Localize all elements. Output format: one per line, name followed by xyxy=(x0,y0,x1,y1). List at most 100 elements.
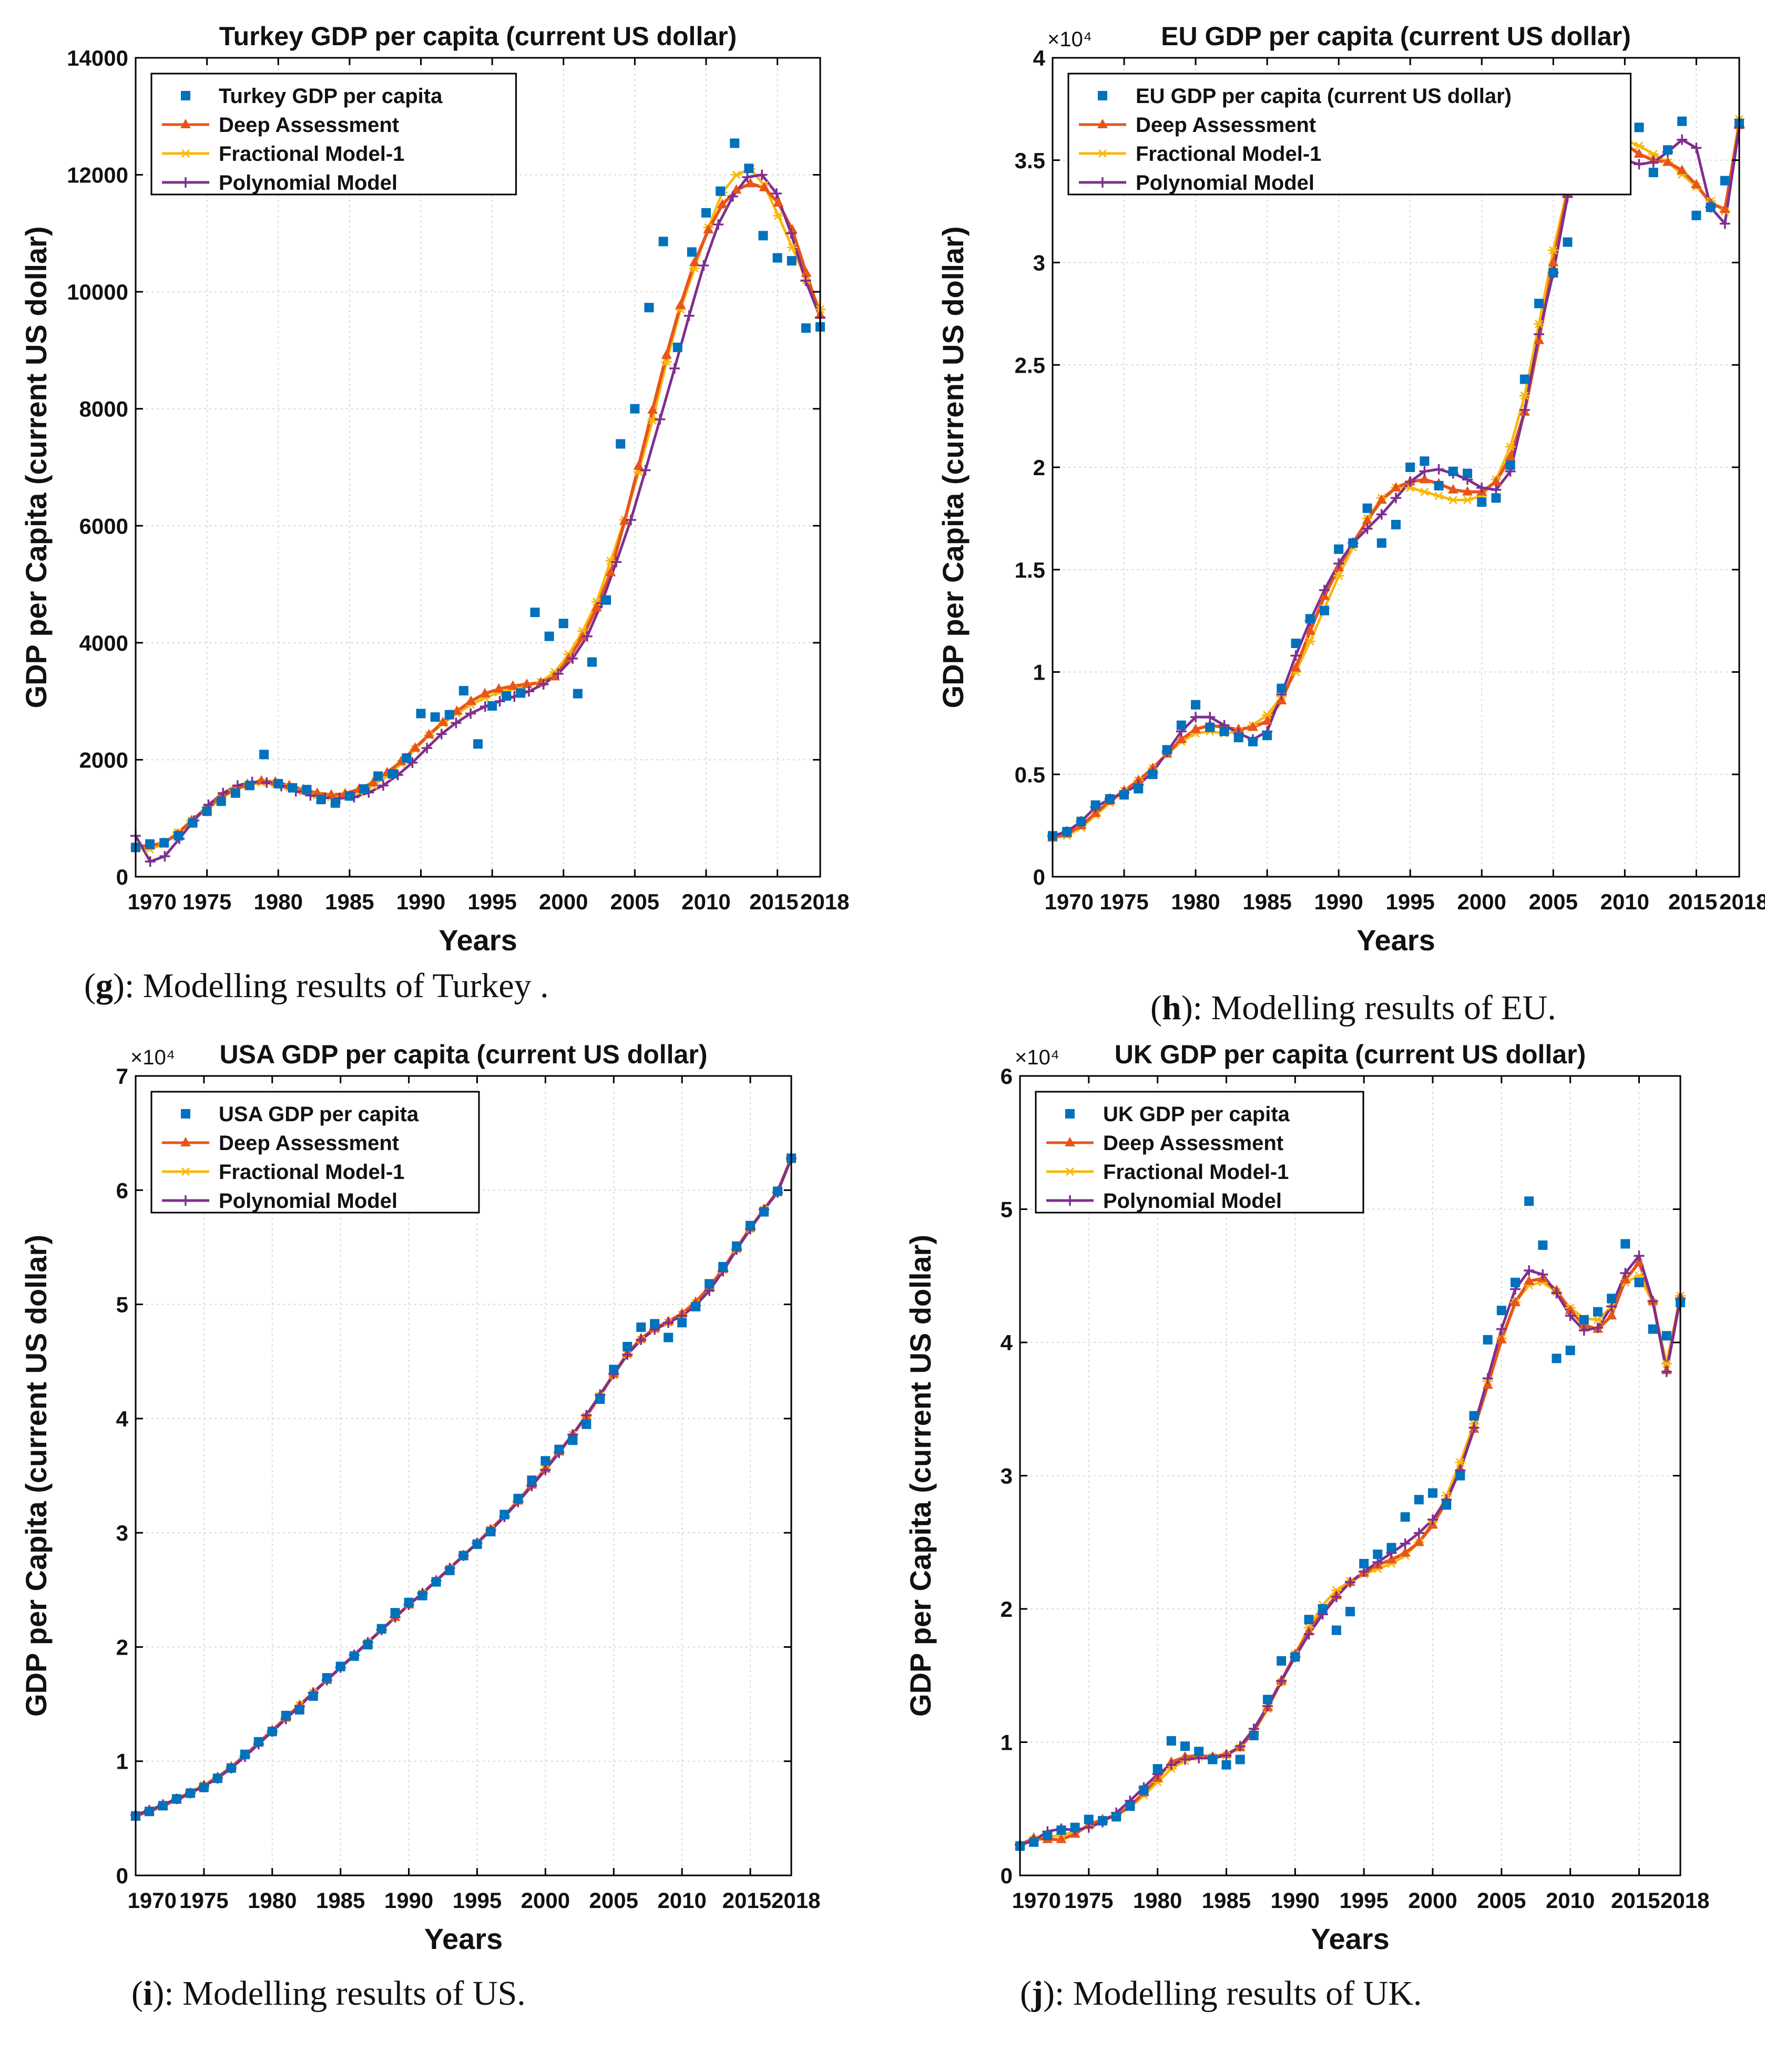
x-tick-label: 1975 xyxy=(1099,889,1148,914)
fractional-point xyxy=(661,357,672,366)
polynomial-point xyxy=(378,780,389,791)
observed-point xyxy=(1376,538,1386,548)
observed-point xyxy=(145,839,155,849)
x-tick-label: 2018 xyxy=(800,889,849,914)
deep-point xyxy=(661,349,672,359)
legend-label: Polynomial Model xyxy=(219,171,397,194)
observed-point xyxy=(1043,1830,1053,1840)
observed-point xyxy=(273,779,283,789)
observed-point xyxy=(787,256,797,266)
y-tick-label: 4 xyxy=(1001,1330,1013,1355)
observed-point xyxy=(302,785,312,795)
y-tick-label: 5 xyxy=(1001,1197,1013,1222)
caption-j: (j): Modelling results of UK. xyxy=(1020,1974,1422,2014)
caption-i: (i): Modelling results of US. xyxy=(131,1974,526,2014)
y-tick-label: 3.5 xyxy=(1015,148,1045,173)
caption-g-letter: g xyxy=(95,967,113,1005)
polynomial-point xyxy=(640,465,651,476)
observed-point xyxy=(658,237,668,247)
polynomial-point xyxy=(1661,1366,1672,1377)
observed-point xyxy=(322,1673,332,1683)
deep-point xyxy=(563,652,574,662)
deep-point xyxy=(1634,148,1645,158)
observed-point xyxy=(1662,145,1672,155)
fractional-point xyxy=(605,556,616,566)
observed-point xyxy=(359,784,369,794)
polynomial-point xyxy=(581,1410,592,1421)
observed-point xyxy=(513,1493,523,1503)
legend-marker xyxy=(180,119,191,128)
deep-point xyxy=(633,460,644,470)
y-tick-label: 2000 xyxy=(79,747,128,772)
caption-h: (h): Modelling results of EU. xyxy=(1150,988,1556,1028)
observed-point xyxy=(417,1591,427,1601)
deep-point xyxy=(1719,203,1730,213)
caption-j-text: ): Modelling results of UK. xyxy=(1043,1974,1422,2013)
x-tick-label: 2000 xyxy=(539,889,588,914)
deep-point xyxy=(1510,1296,1521,1306)
fractional-point xyxy=(1534,320,1545,329)
observed-point xyxy=(430,712,440,722)
caption-h-text: ): Modelling results of EU. xyxy=(1181,989,1556,1027)
observed-point xyxy=(1442,1500,1452,1510)
polynomial-point xyxy=(636,1334,647,1345)
polynomial-point xyxy=(1413,1527,1424,1538)
polynomial-point xyxy=(567,653,578,664)
caption-i-letter: i xyxy=(142,1974,153,2013)
observed-point xyxy=(294,1705,304,1715)
observed-point xyxy=(1548,268,1558,278)
observed-point xyxy=(1648,1324,1658,1334)
deep-point xyxy=(1462,486,1473,496)
chart-title: USA GDP per capita (current US dollar) xyxy=(220,1040,708,1069)
observed-point xyxy=(644,303,654,313)
polynomial-point xyxy=(1496,1324,1507,1335)
observed-point xyxy=(376,1624,386,1634)
observed-point xyxy=(185,1788,195,1798)
observed-point xyxy=(1477,497,1487,507)
legend: USA GDP per capita Deep Assessment Fractio… xyxy=(150,1091,480,1214)
polynomial-point xyxy=(1433,464,1444,475)
observed-point xyxy=(171,1794,181,1804)
polynomial-point xyxy=(1482,1373,1493,1384)
observed-point xyxy=(716,186,726,196)
x-tick-label: 1980 xyxy=(1171,889,1220,914)
observed-point xyxy=(759,1207,769,1217)
polynomial-point xyxy=(663,1317,674,1328)
deep-point xyxy=(1548,257,1559,266)
polynomial-point xyxy=(1634,1250,1645,1261)
y-tick-label: 1 xyxy=(116,1749,128,1774)
legend-label: Deep Assessment xyxy=(219,1132,399,1155)
observed-point xyxy=(1661,1331,1671,1341)
observed-point xyxy=(1469,1411,1479,1421)
x-tick-label: 2005 xyxy=(610,889,659,914)
deep-point xyxy=(759,182,770,192)
x-tick-label: 1995 xyxy=(1385,889,1434,914)
observed-point xyxy=(744,163,754,173)
polynomial-point xyxy=(1648,157,1659,168)
observed-point xyxy=(308,1691,318,1701)
deep-point xyxy=(745,178,756,188)
observed-point xyxy=(1119,790,1129,800)
polynomial-point xyxy=(1362,523,1373,534)
legend-box xyxy=(150,1091,480,1214)
observed-point xyxy=(230,788,240,798)
legend: UK GDP per capita Deep Assessment Fraction… xyxy=(1035,1091,1364,1214)
polynomial-point xyxy=(771,188,782,199)
observed-point xyxy=(1263,1695,1272,1705)
observed-point xyxy=(705,1279,715,1289)
x-tick-label: 1990 xyxy=(1314,889,1363,914)
deep-point xyxy=(410,742,421,752)
observed-point xyxy=(664,1332,674,1342)
y-tick-label: 4 xyxy=(1033,46,1046,70)
observed-point xyxy=(544,631,554,641)
y-tick-label: 2.5 xyxy=(1015,353,1045,377)
observed-point xyxy=(772,253,782,263)
observed-point xyxy=(1634,1277,1644,1287)
observed-point xyxy=(1483,1335,1493,1345)
observed-point xyxy=(259,750,269,760)
polynomial-point xyxy=(1419,466,1430,477)
x-axis-label: Years xyxy=(424,1922,503,1955)
observed-point xyxy=(758,231,768,241)
observed-point xyxy=(650,1319,660,1329)
